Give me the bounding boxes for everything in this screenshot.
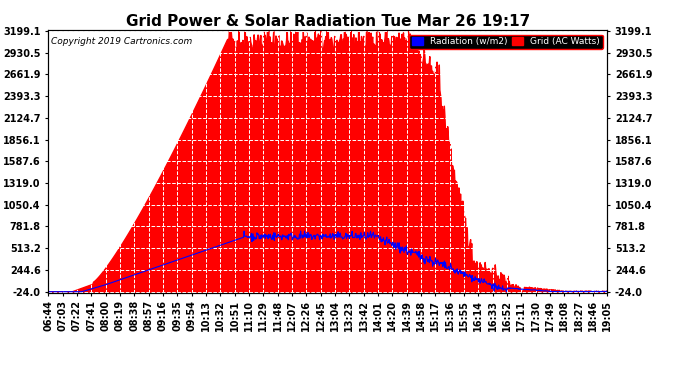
Legend: Radiation (w/m2), Grid (AC Watts): Radiation (w/m2), Grid (AC Watts): [409, 34, 602, 49]
Text: Copyright 2019 Cartronics.com: Copyright 2019 Cartronics.com: [51, 37, 193, 46]
Title: Grid Power & Solar Radiation Tue Mar 26 19:17: Grid Power & Solar Radiation Tue Mar 26 …: [126, 14, 530, 29]
